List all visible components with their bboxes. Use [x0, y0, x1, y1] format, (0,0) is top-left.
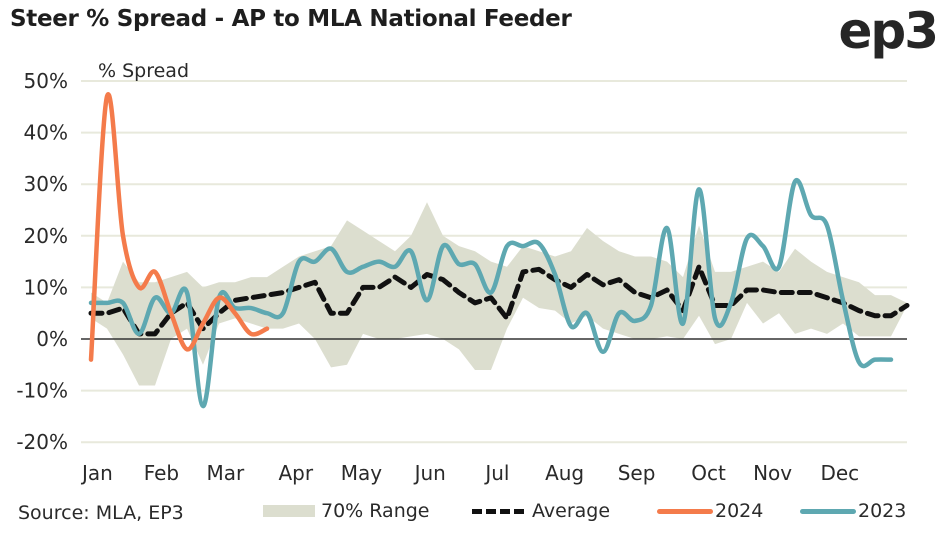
y-tick-label: 40% [24, 121, 68, 145]
legend-swatch-range [263, 505, 315, 517]
x-axis-ticks: Jan Feb Mar Apr May Jun Jul Aug Sep Oct Nov Dec [80, 461, 859, 485]
range-band-area [91, 202, 907, 386]
x-tick-label: Mar [207, 461, 246, 485]
gridlines [81, 80, 907, 444]
legend-label-range: 70% Range [321, 500, 430, 522]
y-axis-label: % Spread [98, 60, 189, 82]
legend-swatch-2023 [800, 508, 856, 514]
source-note: Source: MLA, EP3 [18, 502, 184, 524]
x-tick-label: Feb [144, 461, 179, 485]
legend-item-2023: 2023 [800, 500, 906, 522]
legend-swatch-2024 [657, 508, 713, 514]
x-tick-label: Sep [618, 461, 656, 485]
legend-label-average: Average [532, 500, 611, 522]
legend-label-2024: 2024 [715, 500, 764, 522]
legend-item-2024: 2024 [657, 500, 763, 522]
legend-label-2023: 2023 [858, 500, 907, 522]
x-tick-label: Jan [80, 461, 113, 485]
y-tick-label: 50% [24, 69, 68, 93]
y-tick-label: 20% [24, 224, 68, 248]
legend-item-range: 70% Range [263, 500, 430, 522]
series-lines [88, 91, 910, 409]
x-tick-label: Apr [278, 461, 313, 485]
legend-swatch-average [472, 508, 524, 514]
y-tick-label: -20% [16, 430, 68, 454]
series-2024-line [88, 91, 270, 362]
x-tick-label: Aug [545, 461, 584, 485]
y-tick-label: 10% [24, 275, 68, 299]
x-tick-label: Oct [691, 461, 726, 485]
legend-item-average: Average [472, 500, 610, 522]
x-tick-label: Nov [753, 461, 792, 485]
y-tick-label: -10% [16, 379, 68, 403]
chart-title: Steer % Spread - AP to MLA National Feed… [10, 6, 572, 32]
x-tick-label: Dec [820, 461, 859, 485]
y-tick-label: 30% [24, 172, 68, 196]
x-tick-label: Jul [483, 461, 509, 485]
y-tick-label: 0% [36, 327, 68, 351]
x-tick-label: Jun [413, 461, 446, 485]
series-average-line [88, 264, 910, 337]
ep3-logo: ep3 [838, 2, 939, 60]
range-band [91, 202, 907, 386]
x-tick-label: May [341, 461, 383, 485]
y-axis-ticks: -20% -10% 0% 10% 20% 30% 40% 50% [16, 69, 68, 454]
